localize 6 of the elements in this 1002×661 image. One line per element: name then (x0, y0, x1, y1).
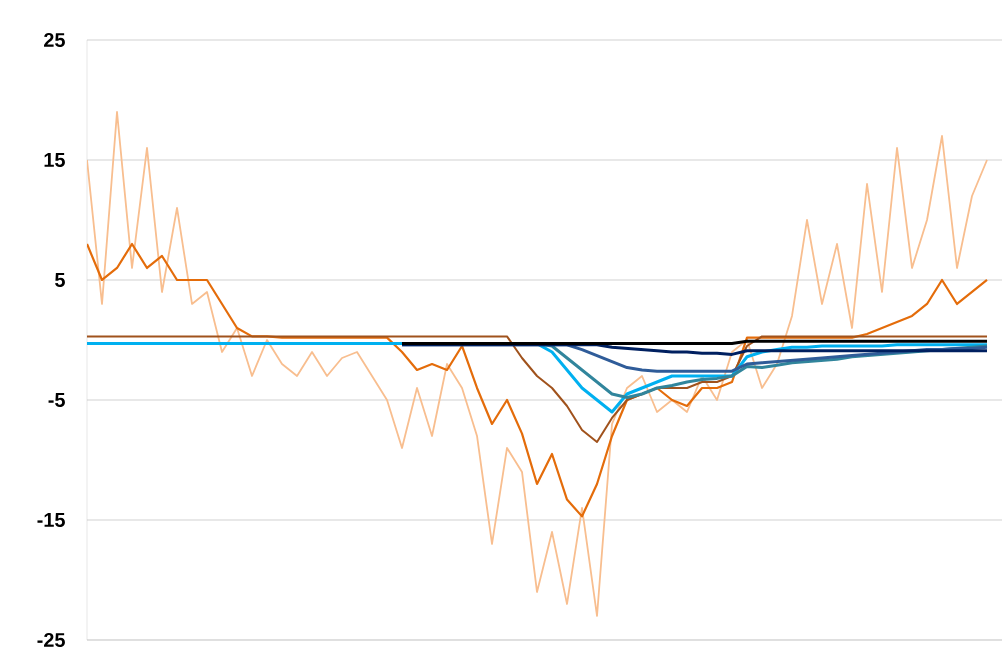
y-tick-label: -15 (37, 513, 65, 527)
y-tick-label: 5 (55, 273, 65, 287)
y-tick-label: -5 (48, 393, 65, 407)
y-tick-label: 25 (44, 32, 65, 48)
y-tick-label: -25 (37, 632, 65, 648)
y-tick-label: 15 (44, 153, 65, 167)
